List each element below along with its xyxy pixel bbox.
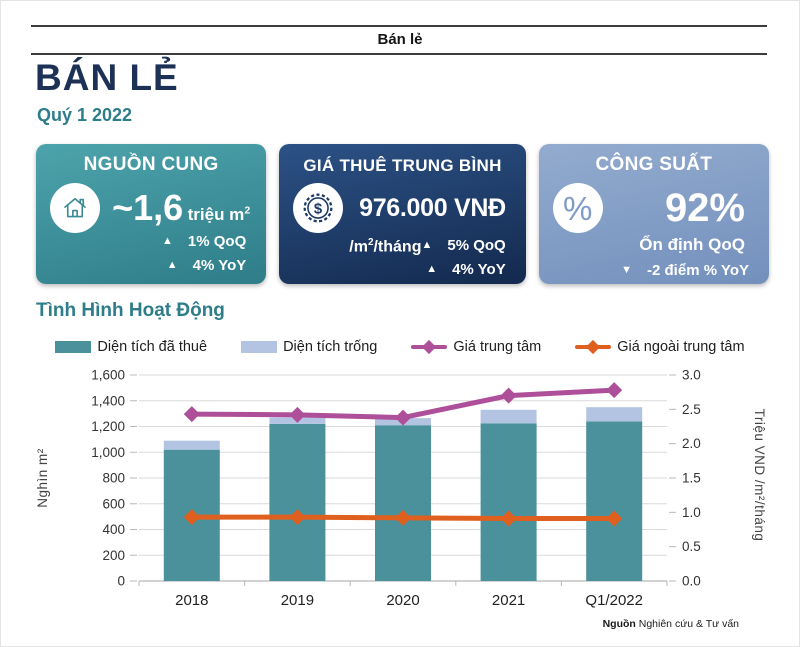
svg-text:200: 200 [102, 548, 125, 563]
page-title: BÁN LẺ [35, 57, 179, 98]
arrow-up-icon: ▲ [162, 235, 173, 247]
svg-text:0.0: 0.0 [682, 574, 701, 589]
legend-swatch-vacant [241, 341, 278, 353]
legend-item-noncbd-rent: Giá ngoài trung tâm [575, 339, 745, 355]
activity-chart: 0 200 400 600 800 1,000 1,200 1,400 1,600 0.0 0.5 1… [35, 368, 767, 610]
kpi-card-occupancy: CÔNG SUẤT % 92% Ổn định QoQ ▼ -2 điểm % … [538, 144, 769, 284]
svg-text:Q1/2022: Q1/2022 [585, 592, 643, 609]
header-rule-top [31, 25, 767, 27]
svg-text:2.5: 2.5 [682, 402, 701, 417]
svg-text:$: $ [314, 201, 323, 217]
legend-line-marker-noncbd [575, 339, 612, 355]
kpi-status: Ổn định QoQ [639, 235, 745, 254]
svg-text:3.0: 3.0 [682, 368, 701, 383]
legend-swatch-leased [55, 341, 92, 353]
page-subtitle: Quý 1 2022 [37, 105, 133, 125]
svg-text:1,000: 1,000 [91, 445, 125, 460]
svg-text:2018: 2018 [175, 592, 208, 609]
arrow-up-icon: ▲ [426, 263, 438, 275]
kpi-card-title: NGUỒN CUNG [83, 154, 219, 175]
kpi-stat-yoy: ▼ -2 điểm % YoY [621, 262, 749, 279]
percent-icon: % [552, 183, 603, 233]
svg-text:0.5: 0.5 [682, 539, 701, 554]
svg-text:Nghìn m²: Nghìn m² [35, 448, 50, 508]
header-rule-bottom [31, 53, 767, 55]
kpi-card-title: GIÁ THUÊ TRUNG BÌNH [303, 156, 502, 175]
chart-legend: Diện tích đã thuê Diện tích trống Giá tr… [1, 339, 799, 355]
legend-item-cbd-rent: Giá trung tâm [411, 339, 541, 355]
svg-text:1,400: 1,400 [91, 393, 125, 408]
kpi-value: ~1,6 triệu m2 [112, 187, 251, 228]
dollar-coin-icon: $ [293, 183, 344, 233]
legend-line-marker-cbd [411, 339, 448, 355]
kpi-stat-qoq: ▲ 1% QoQ [162, 233, 247, 250]
svg-text:2.0: 2.0 [682, 436, 701, 451]
svg-text:2019: 2019 [281, 592, 314, 609]
kpi-stat-qoq: ▲ 5% QoQ [421, 237, 506, 254]
arrow-down-icon: ▼ [621, 264, 633, 276]
source-note: Nguồn Nghiên cứu & Tư vấn [602, 618, 739, 630]
svg-text:2021: 2021 [492, 592, 525, 609]
kpi-stat-yoy: ▲ 4% YoY [166, 257, 247, 274]
svg-text:1,600: 1,600 [91, 368, 125, 383]
arrow-up-icon: ▲ [421, 239, 433, 251]
kpi-value-unit: /m2/tháng [349, 237, 422, 256]
kpi-card-supply: NGUỒN CUNG ~1,6 triệu m2 ▲ [36, 144, 267, 284]
kpi-cards: NGUỒN CUNG ~1,6 triệu m2 ▲ [36, 144, 769, 284]
legend-item-leased: Diện tích đã thuê [55, 339, 207, 355]
kpi-value: 92% [664, 186, 745, 230]
house-icon [50, 183, 100, 233]
kpi-stat-yoy: ▲ 4% YoY [426, 261, 506, 278]
svg-text:0: 0 [117, 574, 125, 589]
arrow-up-icon: ▲ [166, 259, 178, 271]
svg-text:1.0: 1.0 [682, 505, 701, 520]
svg-text:Triệu VND /m²/tháng: Triệu VND /m²/tháng [752, 409, 767, 542]
header-tab: Bán lẻ [377, 31, 423, 48]
kpi-value: 976.000 VNĐ [359, 193, 506, 222]
kpi-card-rent: GIÁ THUÊ TRUNG BÌNH $ 976.000 VNĐ /m2/th… [279, 144, 526, 284]
svg-text:1,200: 1,200 [91, 419, 125, 434]
section-title: Tình Hình Hoạt Động [36, 300, 225, 321]
legend-item-vacant: Diện tích trống [241, 339, 377, 355]
svg-text:400: 400 [102, 522, 125, 537]
svg-text:2020: 2020 [386, 592, 419, 609]
svg-text:800: 800 [102, 471, 125, 486]
svg-text:1.5: 1.5 [682, 471, 701, 486]
kpi-card-title: CÔNG SUẤT [595, 154, 713, 175]
svg-text:600: 600 [102, 496, 125, 511]
